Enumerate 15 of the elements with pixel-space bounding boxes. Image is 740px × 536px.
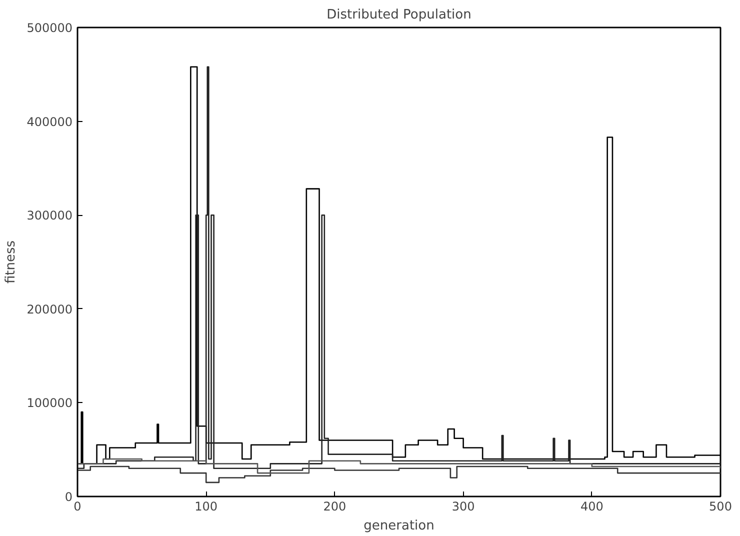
x-tick-label: 0 [74, 500, 82, 514]
x-tick-label: 300 [452, 500, 475, 514]
y-tick-label: 300000 [26, 208, 73, 223]
x-tick-label: 200 [323, 500, 346, 514]
x-axis-title: generation [364, 518, 434, 534]
x-tick-label: 100 [194, 500, 218, 514]
y-tick-label: 0 [64, 490, 73, 504]
y-tick-label: 400000 [26, 114, 73, 129]
y-axis-title: fitness [4, 240, 19, 284]
y-tick-label: 500000 [26, 21, 73, 35]
y-tick-label: 200000 [26, 302, 73, 316]
x-tick-label: 500 [709, 500, 732, 514]
y-tick-label: 100000 [26, 396, 73, 410]
x-tick-label: 400 [580, 500, 604, 514]
chart-title: Distributed Population [326, 8, 472, 22]
